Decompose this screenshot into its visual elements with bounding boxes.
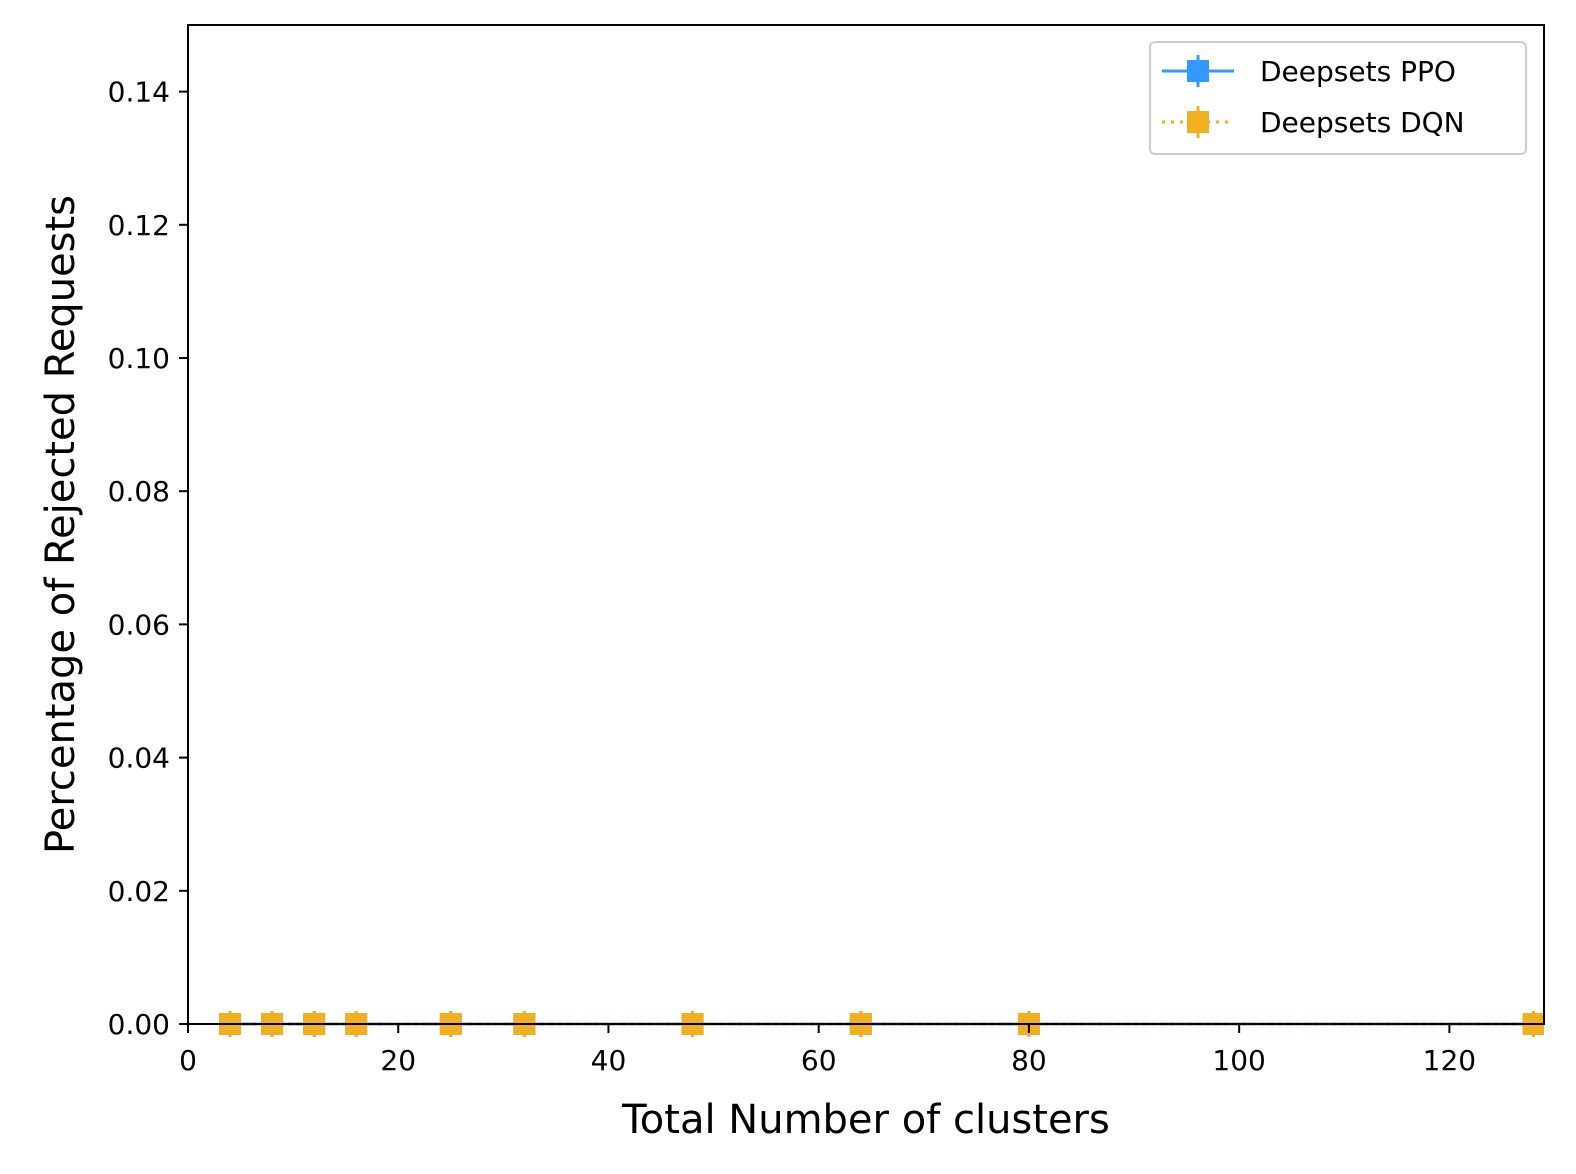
y-axis-label: Percentage of Rejected Requests bbox=[38, 195, 84, 854]
y-axis: 0.00 0.02 0.04 0.06 0.08 0.10 0.12 0.14 bbox=[108, 76, 188, 1041]
x-tick-label: 120 bbox=[1423, 1044, 1476, 1077]
x-axis: 0 20 40 60 80 100 120 bbox=[179, 1024, 1476, 1077]
x-tick-label: 80 bbox=[1011, 1044, 1047, 1077]
legend: Deepsets PPO Deepsets DQN bbox=[1149, 41, 1527, 155]
x-tick-label: 40 bbox=[591, 1044, 627, 1077]
legend-box bbox=[1149, 41, 1527, 155]
y-tick-label: 0.08 bbox=[108, 475, 170, 508]
y-tick-label: 0.12 bbox=[108, 209, 170, 242]
x-tick-label: 100 bbox=[1212, 1044, 1265, 1077]
y-tick-label: 0.00 bbox=[108, 1008, 170, 1041]
x-tick-label: 0 bbox=[179, 1044, 197, 1077]
y-tick-label: 0.06 bbox=[108, 608, 170, 641]
plot-frame bbox=[187, 24, 1545, 1025]
x-tick-label: 60 bbox=[801, 1044, 837, 1077]
y-tick-label: 0.10 bbox=[108, 342, 170, 375]
x-tick-label: 20 bbox=[380, 1044, 416, 1077]
y-tick-label: 0.04 bbox=[108, 742, 170, 775]
legend-label: Deepsets DQN bbox=[1260, 106, 1465, 139]
y-tick-label: 0.02 bbox=[108, 875, 170, 908]
legend-label: Deepsets PPO bbox=[1260, 55, 1456, 88]
x-axis-label: Total Number of clusters bbox=[621, 1097, 1110, 1143]
y-tick-label: 0.14 bbox=[108, 76, 170, 109]
